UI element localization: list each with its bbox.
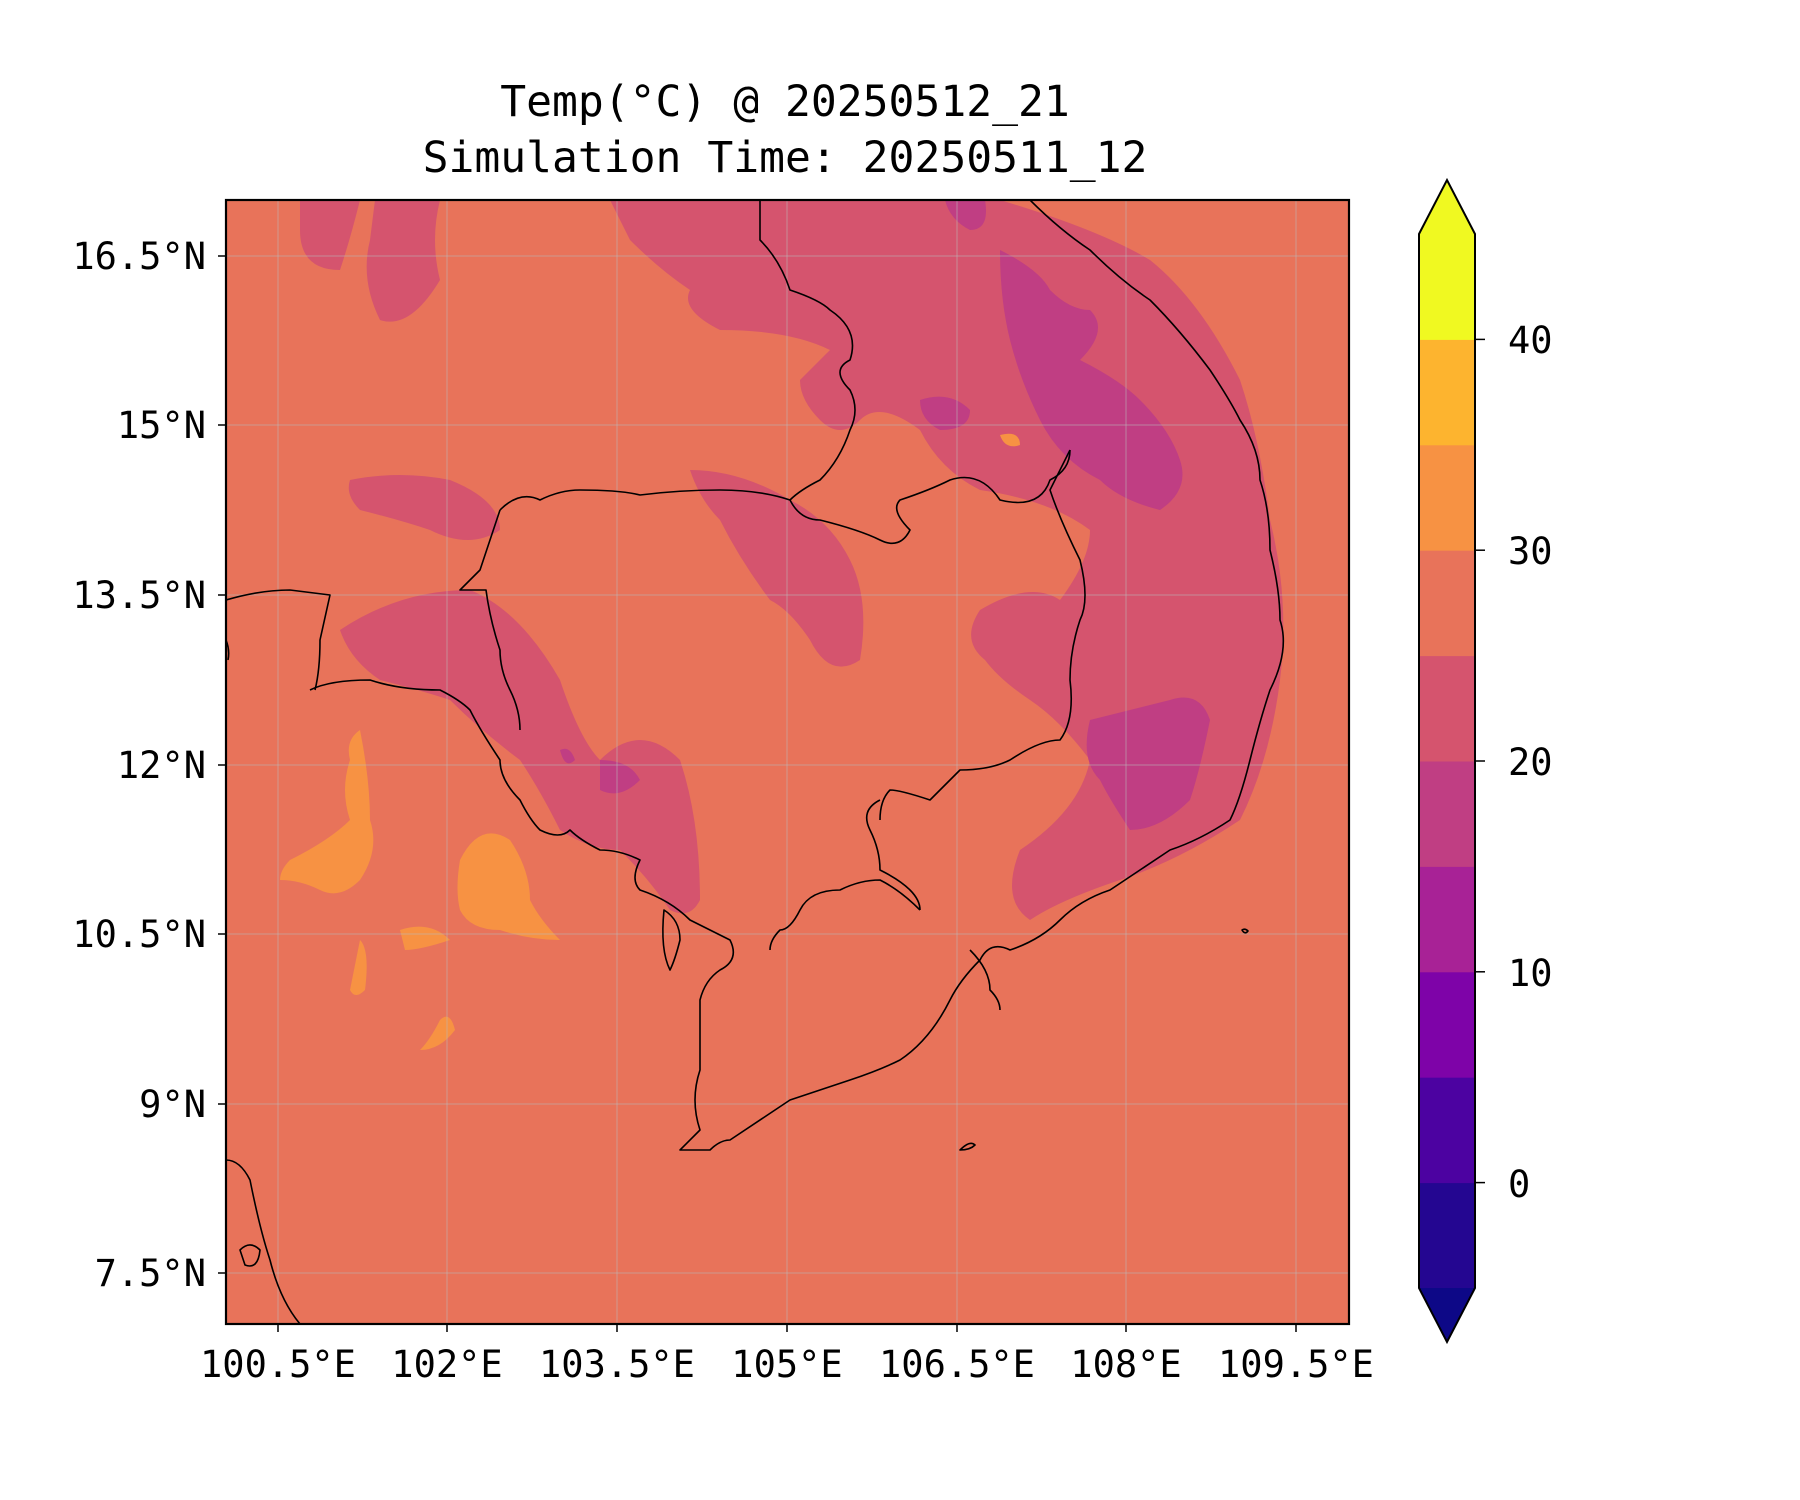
- x-tick-label: 106.5°E: [879, 1343, 1035, 1386]
- y-tick-label: 12°N: [117, 744, 206, 787]
- colorbar-extend-max: [1419, 180, 1475, 234]
- colorbar-tick-label: 30: [1508, 530, 1553, 573]
- x-tick-label: 105°E: [731, 1343, 842, 1386]
- coastlines-borders: [226, 200, 1285, 1324]
- x-tick-label: 103.5°E: [539, 1343, 695, 1386]
- colorbar-bin: [1419, 1182, 1475, 1289]
- x-tick-label: 109.5°E: [1218, 1343, 1374, 1386]
- colorbar-bin: [1419, 866, 1475, 973]
- temp-band-30-35: [280, 433, 1020, 1050]
- axis-tick-marks: [218, 255, 1297, 1332]
- y-tick-label: 10.5°N: [72, 913, 206, 956]
- colorbar-bin: [1419, 1077, 1475, 1184]
- colorbar-bin: [1419, 550, 1475, 657]
- colorbar-outline: [1418, 177, 1476, 1345]
- colorbar-bin: [1419, 339, 1475, 446]
- y-tick-label: 9°N: [139, 1083, 206, 1126]
- y-tick-label: 7.5°N: [95, 1252, 206, 1295]
- colorbar-bin: [1419, 971, 1475, 1078]
- colorbar-tick-labels: 40 30 20 10 0: [1508, 319, 1553, 1206]
- colorbar-bin: [1419, 761, 1475, 867]
- colorbar-bin: [1419, 234, 1475, 340]
- y-tick-label: 16.5°N: [72, 235, 206, 278]
- y-tick-label: 13.5°N: [72, 574, 206, 617]
- colorbar-bin: [1419, 655, 1475, 762]
- map-panel: [226, 200, 1349, 1324]
- colorbar: [1418, 177, 1485, 1345]
- colorbar-tick-label: 40: [1508, 319, 1553, 362]
- colorbar-tick-label: 20: [1508, 741, 1553, 784]
- colorbar-extend-min: [1419, 1288, 1475, 1342]
- colorbar-tick-label: 0: [1508, 1163, 1530, 1206]
- x-tick-labels: 100.5°E 102°E 103.5°E 105°E 106.5°E 108°…: [200, 1343, 1374, 1386]
- x-tick-label: 108°E: [1070, 1343, 1181, 1386]
- y-tick-label: 15°N: [117, 404, 206, 447]
- colorbar-tick-label: 10: [1508, 952, 1553, 995]
- y-tick-labels: 16.5°N 15°N 13.5°N 12°N 10.5°N 9°N 7.5°N: [72, 235, 206, 1295]
- temp-band-15-20: [560, 200, 1210, 830]
- x-tick-label: 102°E: [391, 1343, 502, 1386]
- map-title-line1: Temp(°C) @ 20250512_21: [500, 77, 1070, 127]
- map-title-line2: Simulation Time: 20250511_12: [423, 133, 1148, 183]
- x-tick-label: 100.5°E: [200, 1343, 356, 1386]
- colorbar-bin: [1419, 444, 1475, 551]
- map-gridlines: [226, 200, 1349, 1324]
